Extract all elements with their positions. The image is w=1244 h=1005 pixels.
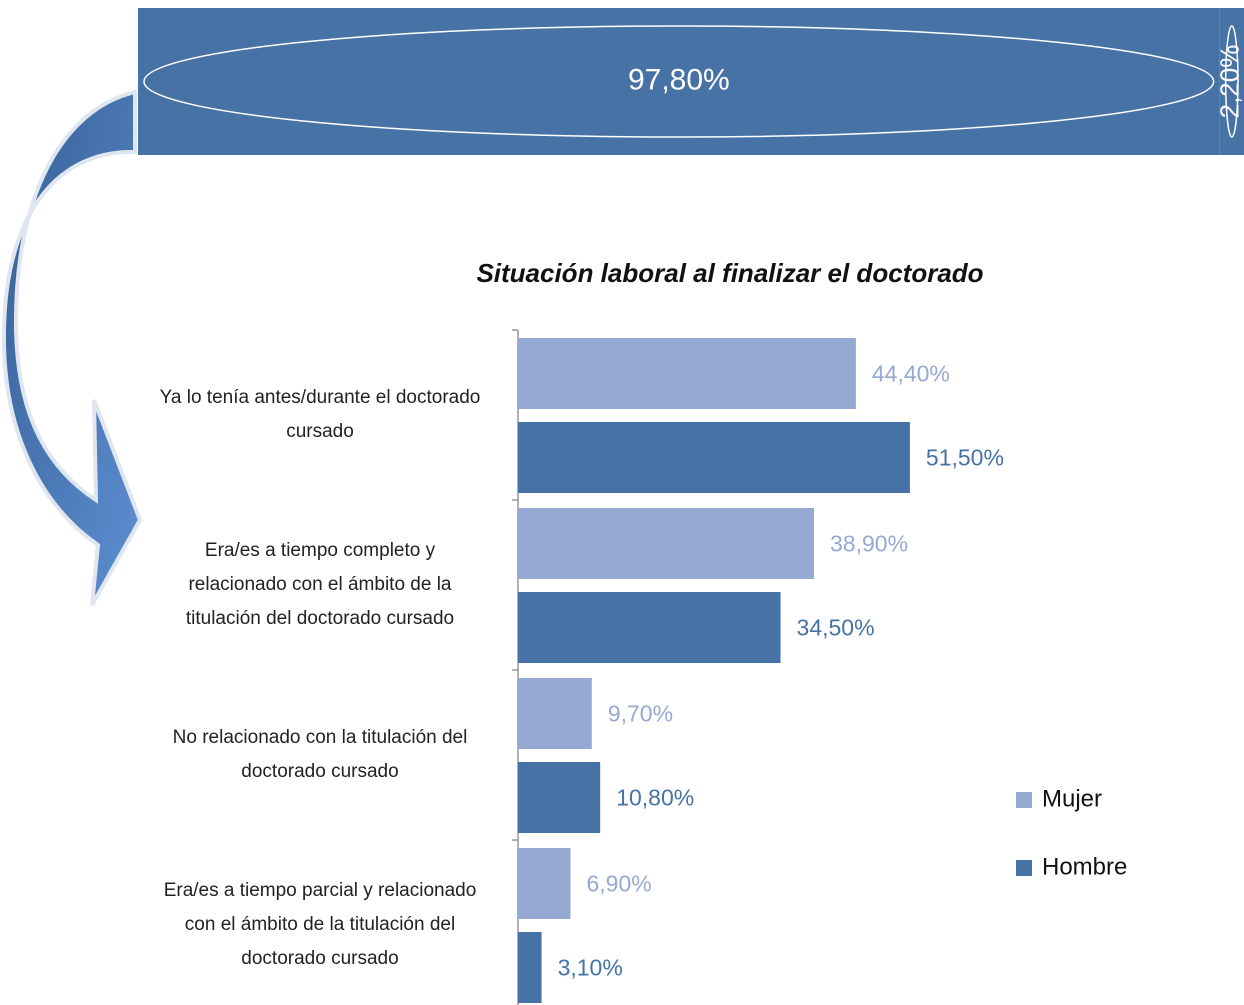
- bar: [518, 422, 910, 493]
- bar: [518, 762, 601, 833]
- segment-outline: [1224, 25, 1239, 138]
- category-label: Era/es a tiempo parcial y relacionado co…: [163, 880, 477, 969]
- bar-segment: [1219, 8, 1244, 155]
- value-label: 38,90%: [830, 531, 908, 557]
- legend-swatch: [1016, 792, 1032, 808]
- chart-title: Situación laboral al finalizar el doctor…: [476, 258, 983, 288]
- value-label: 6,90%: [587, 871, 652, 897]
- curved-arrow: [1, 89, 143, 606]
- legend-label: Hombre: [1042, 853, 1127, 880]
- bar: [518, 932, 542, 1003]
- value-label: 2,20%: [1215, 45, 1244, 119]
- value-label: 9,70%: [608, 701, 673, 727]
- value-label: 97,80%: [628, 63, 730, 96]
- bar: [518, 848, 571, 919]
- legend-label: Mujer: [1042, 785, 1102, 812]
- value-label: 51,50%: [926, 445, 1004, 471]
- bar: [518, 338, 856, 409]
- value-label: 44,40%: [872, 361, 950, 387]
- category-label: Era/es a tiempo completo y relacionado c…: [185, 540, 455, 629]
- value-label: 3,10%: [558, 955, 623, 981]
- bar: [518, 678, 592, 749]
- bar-segment: [138, 8, 1220, 155]
- category-label: No relacionado con la titulación del doc…: [172, 727, 468, 782]
- legend-swatch: [1016, 860, 1032, 876]
- value-label: 10,80%: [616, 785, 694, 811]
- bar: [518, 592, 781, 663]
- bar: [518, 508, 815, 579]
- category-label: Ya lo tenía antes/durante el doctorado c…: [159, 387, 481, 442]
- value-label: 34,50%: [797, 615, 875, 641]
- segment-outline: [143, 25, 1215, 138]
